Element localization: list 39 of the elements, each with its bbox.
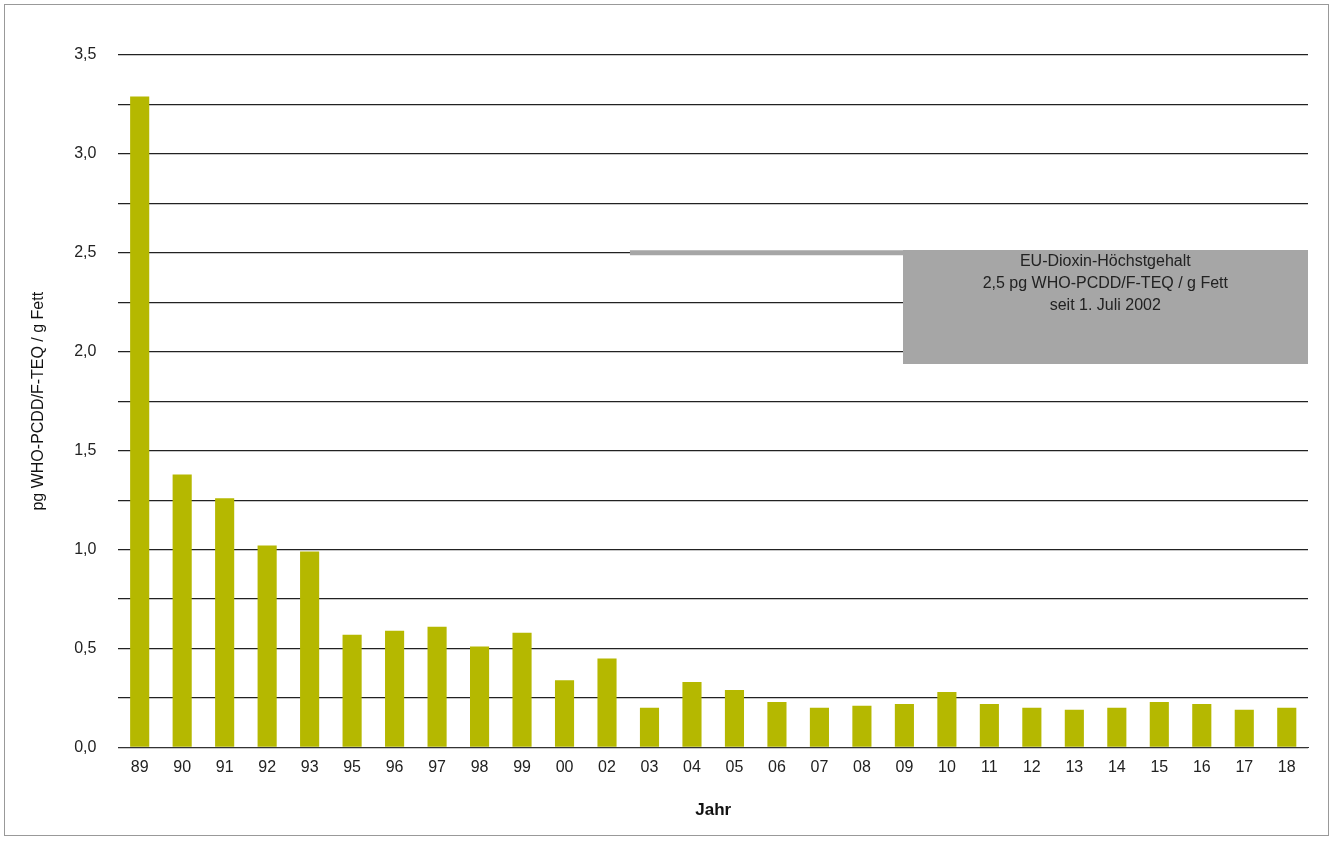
x-tick-label: 12 [1022,758,1041,776]
x-tick-label: 11 [981,758,998,776]
x-tick-label: 92 [258,758,277,776]
x-axis-title: Jahr [695,800,732,820]
x-tick-label: 99 [513,758,532,776]
x-tick-label: 90 [173,758,192,776]
x-tick-label: 13 [1065,758,1084,776]
x-tick-label: 16 [1192,758,1211,776]
y-tick-label: 3,5 [74,45,97,63]
x-tick-label: 17 [1235,758,1254,776]
x-tick-label: 05 [725,758,744,776]
y-axis-title: pg WHO-PCDD/F-TEQ / g Fett [29,291,47,511]
y-tick-label: 1,5 [74,441,97,459]
x-tick-label: 98 [470,758,489,776]
x-tick-label: 00 [555,758,574,776]
x-tick-label: 93 [300,758,319,776]
x-tick-label: 06 [768,758,786,776]
y-tick-label: 2,0 [74,342,97,360]
x-tick-label: 91 [215,758,234,776]
x-tick-label: 03 [640,758,659,776]
x-tick-label: 04 [683,758,701,776]
y-tick-label: 0,0 [74,737,97,755]
x-tick-label: 02 [598,758,617,776]
x-tick-label: 89 [130,758,149,776]
y-tick-label: 1,0 [74,539,97,557]
y-tick-label: 0,5 [74,638,97,656]
y-tick-label: 3,0 [74,144,97,162]
x-tick-label: 14 [1107,758,1126,776]
ref-line-label: EU-Dioxin-Höchstgehalt 2,5 pg WHO-PCDD/F-TEQ / g Fett seit 1. Juli 2002 [981,250,1229,315]
x-tick-label: 97 [428,758,447,776]
x-tick-label: 18 [1277,758,1296,776]
x-tick-label: 09 [895,758,914,776]
x-tick-label: 15 [1150,758,1169,776]
x-tick-label: 95 [343,758,362,776]
x-tick-label: 96 [385,758,404,776]
y-tick-label: 2,5 [74,243,97,261]
x-tick-label: 07 [810,758,829,776]
x-tick-label: 10 [937,758,956,776]
x-tick-label: 08 [853,758,871,776]
